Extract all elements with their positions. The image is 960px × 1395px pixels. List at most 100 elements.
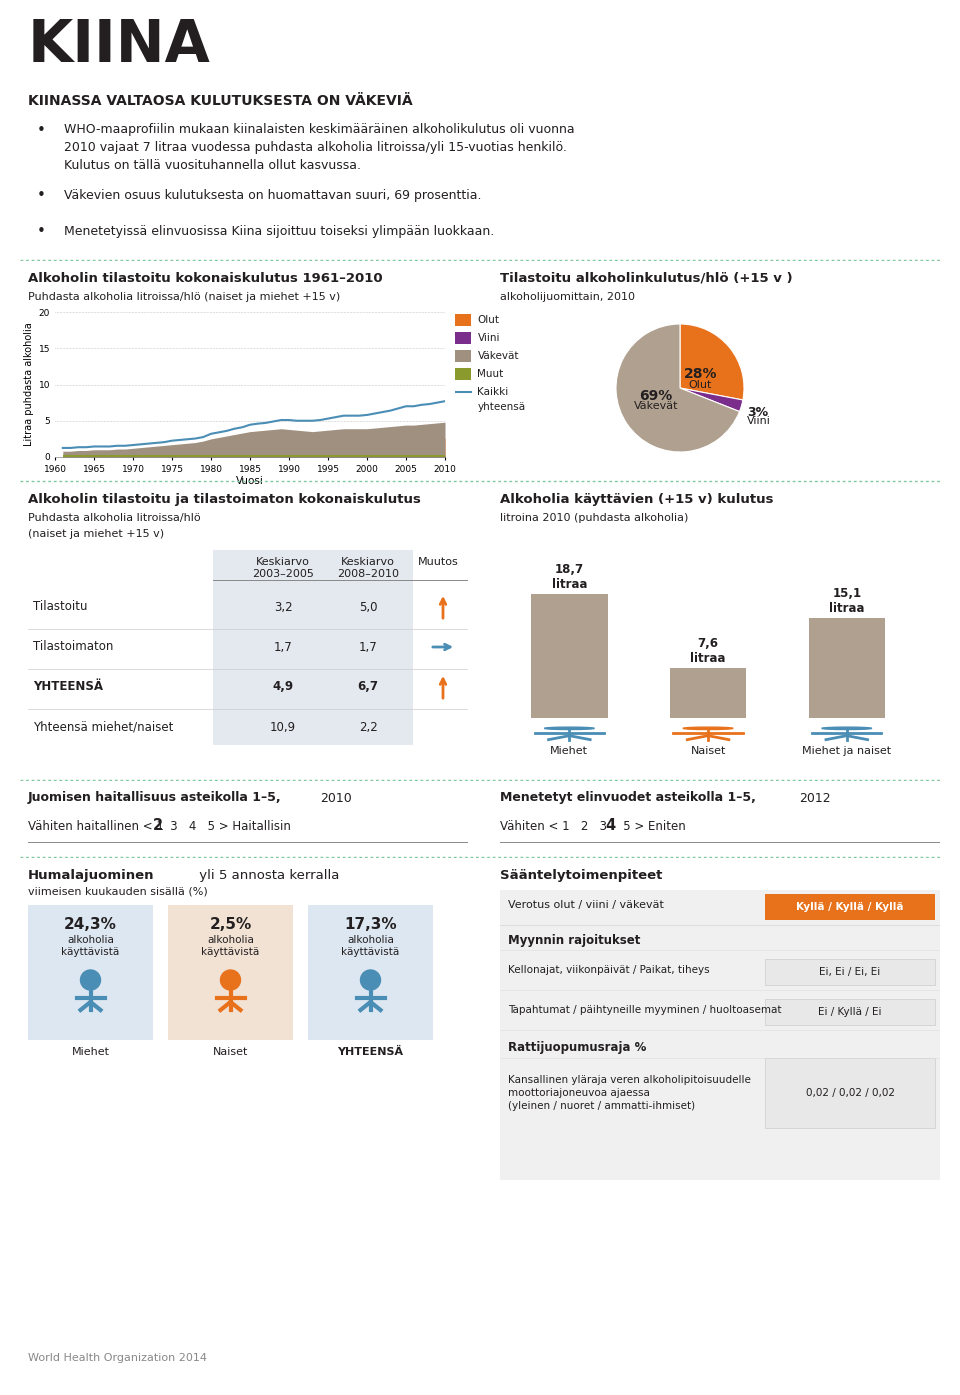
Text: 3%: 3% xyxy=(747,406,768,418)
Circle shape xyxy=(361,970,380,990)
Text: 17,3%: 17,3% xyxy=(345,917,396,932)
Text: 5 > Eniten: 5 > Eniten xyxy=(612,819,685,833)
Text: 4: 4 xyxy=(606,819,615,833)
Bar xyxy=(531,594,608,718)
Text: WHO-maaprofiilin mukaan kiinalaisten keskimääräinen alkoholikulutus oli vuonna
2: WHO-maaprofiilin mukaan kiinalaisten kes… xyxy=(64,123,575,172)
Text: Alkoholin tilastoitu ja tilastoimaton kokonaiskulutus: Alkoholin tilastoitu ja tilastoimaton ko… xyxy=(28,494,420,506)
Text: 2012: 2012 xyxy=(799,791,830,805)
Text: Alkoholin tilastoitu kokonaiskulutus 1961–2010: Alkoholin tilastoitu kokonaiskulutus 196… xyxy=(28,272,383,285)
Text: Rattijuopumusraja %: Rattijuopumusraja % xyxy=(508,1042,646,1055)
Text: Keskiarvo
2008–2010: Keskiarvo 2008–2010 xyxy=(337,557,399,579)
Text: 2: 2 xyxy=(153,819,163,833)
Text: YHTEENSÄ: YHTEENSÄ xyxy=(33,681,103,693)
Text: 3,2: 3,2 xyxy=(274,600,292,614)
Text: Naiset: Naiset xyxy=(690,746,726,756)
Text: Tilastoitu alkoholinkulutus/hlö (+15 v ): Tilastoitu alkoholinkulutus/hlö (+15 v ) xyxy=(500,272,793,285)
Text: 2,5%: 2,5% xyxy=(209,917,252,932)
Text: World Health Organization 2014: World Health Organization 2014 xyxy=(28,1353,207,1363)
Text: alkoholia: alkoholia xyxy=(348,935,394,944)
Text: 2,2: 2,2 xyxy=(359,720,377,734)
Bar xyxy=(455,332,471,345)
Text: Sääntelytoimenpiteet: Sääntelytoimenpiteet xyxy=(500,869,662,882)
Text: 1,7: 1,7 xyxy=(274,640,293,653)
Bar xyxy=(765,958,935,985)
Text: 7,6
litraa: 7,6 litraa xyxy=(690,638,726,665)
Bar xyxy=(765,1057,935,1129)
Text: Miehet: Miehet xyxy=(550,746,588,756)
Text: YHTEENSÄ: YHTEENSÄ xyxy=(338,1048,403,1057)
Text: KIINA: KIINA xyxy=(28,17,211,74)
Bar xyxy=(808,618,885,718)
Text: 15,1
litraa: 15,1 litraa xyxy=(829,587,865,615)
Text: 1,7: 1,7 xyxy=(359,640,377,653)
Text: alkoholia: alkoholia xyxy=(67,935,114,944)
Text: •: • xyxy=(37,188,46,204)
Circle shape xyxy=(221,970,241,990)
Text: yli 5 annosta kerralla: yli 5 annosta kerralla xyxy=(195,869,340,882)
Text: 28%: 28% xyxy=(684,367,717,381)
Text: Kyllä / Kyllä / Kyllä: Kyllä / Kyllä / Kyllä xyxy=(796,903,903,912)
Text: •: • xyxy=(37,123,46,138)
Text: Tapahtumat / päihtyneille myyminen / huoltoasemat: Tapahtumat / päihtyneille myyminen / huo… xyxy=(508,1004,781,1016)
Text: 0,02 / 0,02 / 0,02: 0,02 / 0,02 / 0,02 xyxy=(805,1088,895,1098)
Y-axis label: Litraa puhdasta alkoholia: Litraa puhdasta alkoholia xyxy=(24,322,35,446)
Text: alkoholia: alkoholia xyxy=(207,935,254,944)
Bar xyxy=(213,550,413,745)
Text: 10,9: 10,9 xyxy=(270,720,296,734)
Text: Olut: Olut xyxy=(477,315,499,325)
Text: Muutos: Muutos xyxy=(418,557,458,566)
Text: käyttävistä: käyttävistä xyxy=(202,947,259,957)
Text: Miehet ja naiset: Miehet ja naiset xyxy=(803,746,891,756)
Circle shape xyxy=(81,970,101,990)
Text: Vähiten haitallinen < 1: Vähiten haitallinen < 1 xyxy=(28,819,175,833)
Text: Kellonajat, viikonpäivät / Paikat, tiheys: Kellonajat, viikonpäivät / Paikat, tihey… xyxy=(508,965,709,975)
Text: Menetetyissä elinvuosissa Kiina sijoittuu toiseksi ylimpään luokkaan.: Menetetyissä elinvuosissa Kiina sijoittu… xyxy=(64,225,494,237)
Bar xyxy=(765,999,935,1025)
Text: käyttävistä: käyttävistä xyxy=(61,947,120,957)
Text: Juomisen haitallisuus asteikolla 1–5,: Juomisen haitallisuus asteikolla 1–5, xyxy=(28,791,286,805)
Text: Puhdasta alkoholia litroissa/hlö (naiset ja miehet +15 v): Puhdasta alkoholia litroissa/hlö (naiset… xyxy=(28,292,340,301)
Text: litroina 2010 (puhdasta alkoholia): litroina 2010 (puhdasta alkoholia) xyxy=(500,513,688,523)
Text: Muut: Muut xyxy=(477,370,504,379)
Text: 24,3%: 24,3% xyxy=(64,917,117,932)
Text: 4,9: 4,9 xyxy=(273,681,294,693)
Wedge shape xyxy=(680,388,743,412)
Text: 3   4   5 > Haitallisin: 3 4 5 > Haitallisin xyxy=(158,819,291,833)
Text: 69%: 69% xyxy=(639,389,672,403)
Text: Viini: Viini xyxy=(477,333,500,343)
Text: Olut: Olut xyxy=(688,379,712,389)
Wedge shape xyxy=(616,324,739,452)
Bar xyxy=(455,350,471,363)
Text: Vähiten < 1   2   3: Vähiten < 1 2 3 xyxy=(500,819,618,833)
Bar xyxy=(765,894,935,919)
Text: Menetetyt elinvuodet asteikolla 1–5,: Menetetyt elinvuodet asteikolla 1–5, xyxy=(500,791,760,805)
Circle shape xyxy=(822,727,872,730)
Text: Naiset: Naiset xyxy=(213,1048,249,1057)
Text: Ei / Kyllä / Ei: Ei / Kyllä / Ei xyxy=(818,1007,881,1017)
Wedge shape xyxy=(680,324,744,400)
Text: Tilastoimaton: Tilastoimaton xyxy=(33,640,113,653)
Text: Kaikki: Kaikki xyxy=(477,386,509,398)
Circle shape xyxy=(684,727,733,730)
Bar xyxy=(455,314,471,326)
Text: Keskiarvo
2003–2005: Keskiarvo 2003–2005 xyxy=(252,557,314,579)
Text: (naiset ja miehet +15 v): (naiset ja miehet +15 v) xyxy=(28,529,164,538)
Circle shape xyxy=(544,727,594,730)
X-axis label: Vuosi: Vuosi xyxy=(236,477,264,487)
Text: yhteensä: yhteensä xyxy=(477,402,526,412)
Text: 2010: 2010 xyxy=(321,791,352,805)
Text: Myynnin rajoitukset: Myynnin rajoitukset xyxy=(508,933,640,946)
Text: Humalajuominen: Humalajuominen xyxy=(28,869,155,882)
Text: Verotus olut / viini / väkevät: Verotus olut / viini / väkevät xyxy=(508,900,664,910)
Text: Miehet: Miehet xyxy=(71,1048,109,1057)
Text: Puhdasta alkoholia litroissa/hlö: Puhdasta alkoholia litroissa/hlö xyxy=(28,513,201,523)
Text: 18,7
litraa: 18,7 litraa xyxy=(552,564,588,591)
Text: 6,7: 6,7 xyxy=(357,681,378,693)
Text: Yhteensä miehet/naiset: Yhteensä miehet/naiset xyxy=(33,720,174,734)
Text: Väkevät: Väkevät xyxy=(634,400,678,412)
Bar xyxy=(455,368,471,381)
Text: alkoholijuomittain, 2010: alkoholijuomittain, 2010 xyxy=(500,292,635,301)
Text: käyttävistä: käyttävistä xyxy=(342,947,399,957)
Text: 5,0: 5,0 xyxy=(359,600,377,614)
Text: Väkevät: Väkevät xyxy=(477,352,519,361)
